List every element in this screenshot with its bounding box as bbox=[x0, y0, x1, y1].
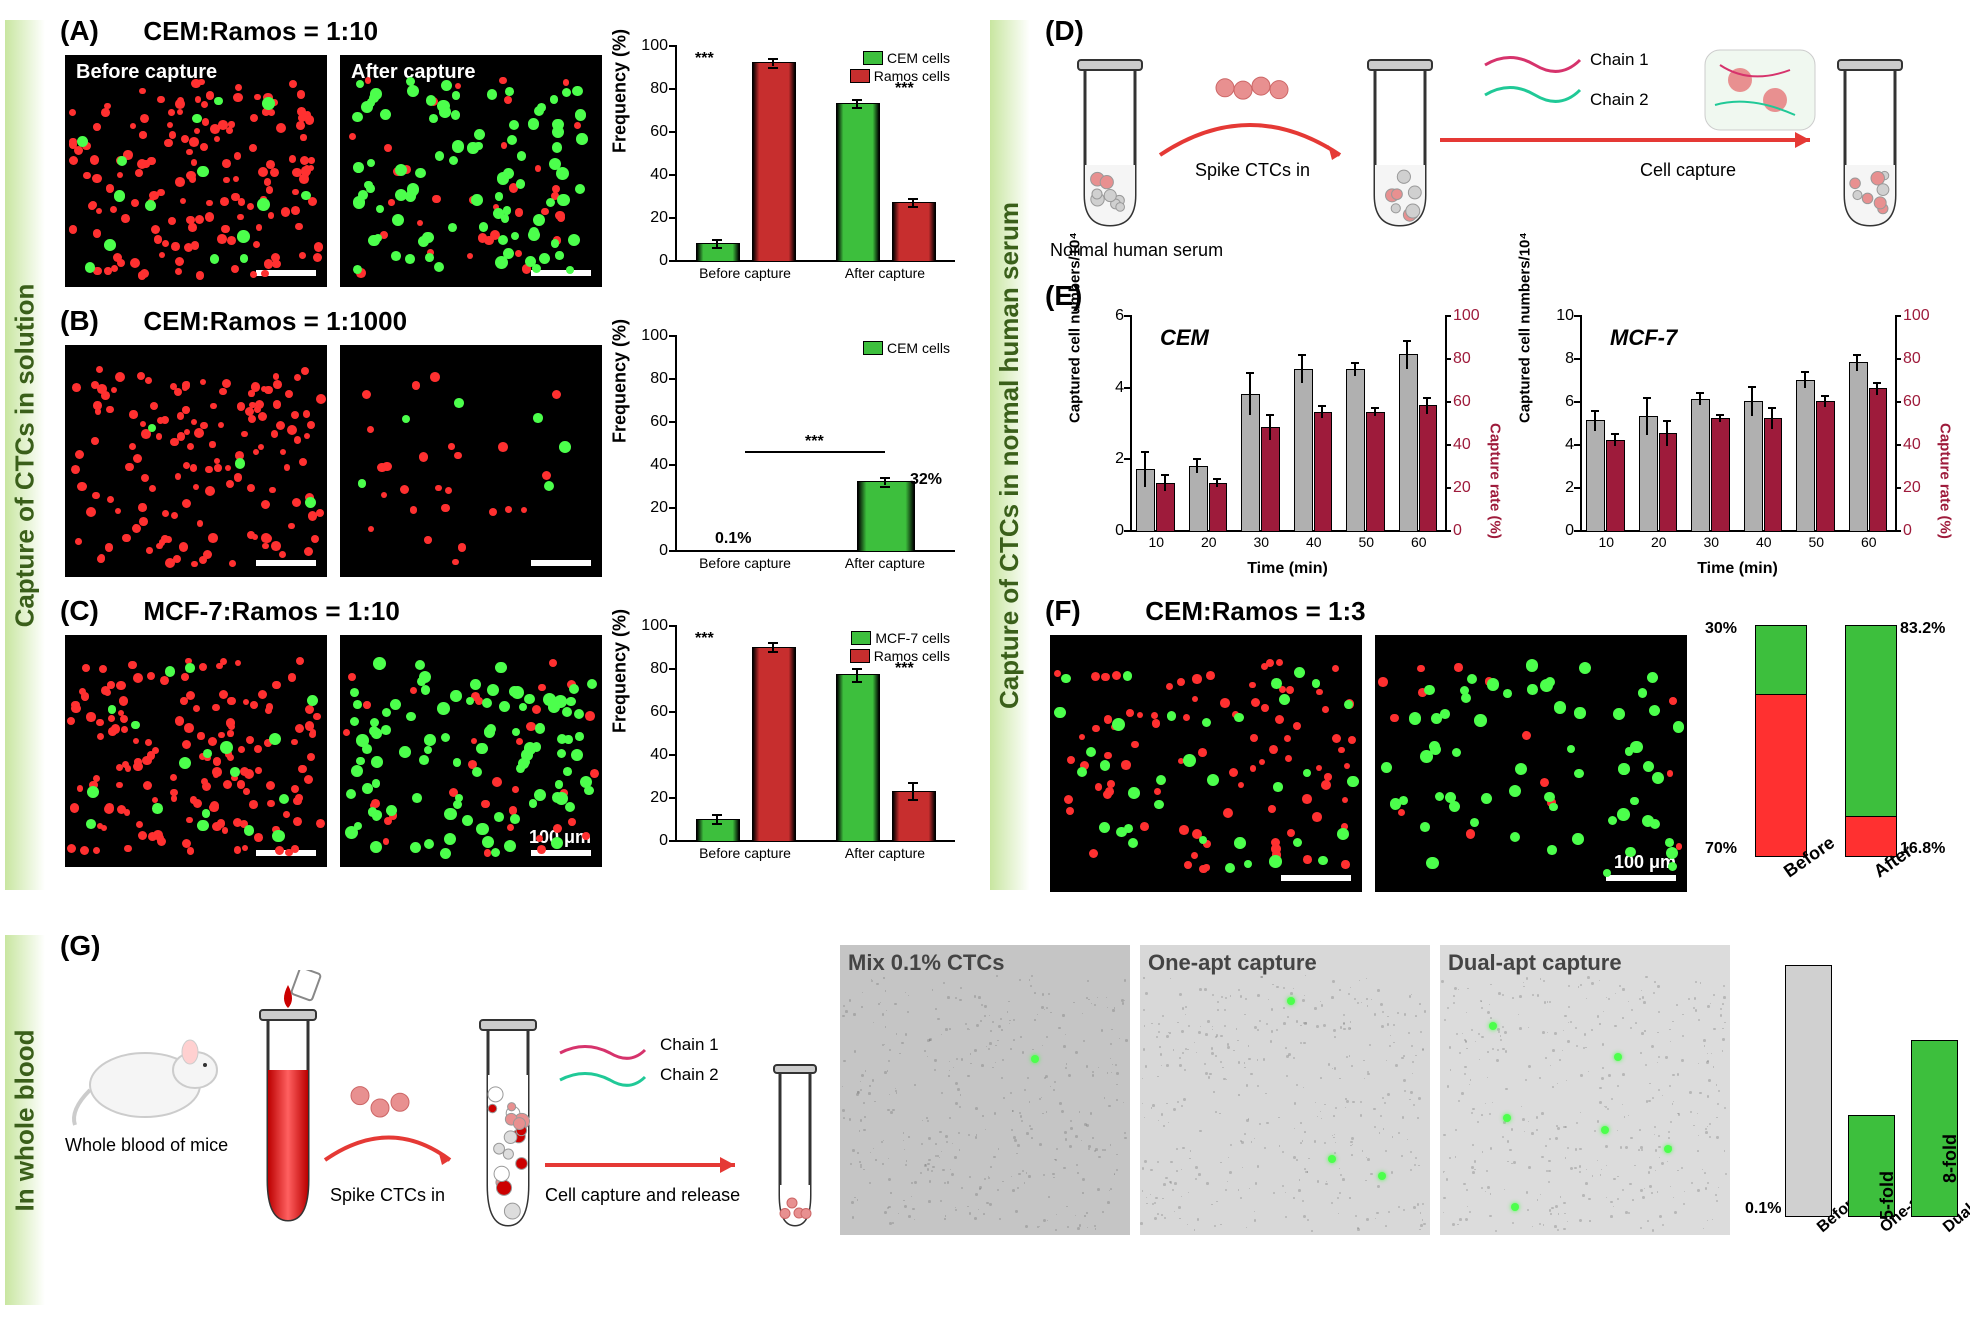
scale-bar bbox=[1606, 875, 1676, 881]
panel-a-title: CEM:Ramos = 1:10 bbox=[143, 16, 378, 46]
panel-b-title: CEM:Ramos = 1:1000 bbox=[143, 306, 407, 336]
panel-g-img-one: One-apt capture bbox=[1140, 945, 1430, 1235]
image-label: Mix 0.1% CTCs bbox=[848, 950, 1005, 976]
panel-e-chart-mcf7: 0246810020406080100Captured cell numbers… bbox=[1520, 300, 1950, 580]
panel-b-before-image bbox=[65, 345, 327, 577]
section-label-serum-text: Capture of CTCs in normal human serum bbox=[995, 201, 1026, 708]
panel-a-after-image: After capture bbox=[340, 55, 602, 287]
panel-g-chart: Before5-foldOne-apt8-foldDual-apt0.1% bbox=[1745, 945, 1960, 1265]
panel-d-schematic: Normal human serumSpike CTCs inCell capt… bbox=[1050, 35, 1950, 265]
panel-g-img-mix: Mix 0.1% CTCs bbox=[840, 945, 1130, 1235]
scale-bar bbox=[1281, 875, 1351, 881]
panel-f-chart: 30%70%83.2%16.8%BeforeAfter bbox=[1700, 610, 1960, 900]
section-label-serum: Capture of CTCs in normal human serum bbox=[990, 20, 1030, 890]
panel-b-label: (B) bbox=[60, 305, 99, 336]
section-label-solution-text: Capture of CTCs in solution bbox=[10, 283, 41, 627]
panel-c-after-image: 100 μm bbox=[340, 635, 602, 867]
section-label-blood-text: In whole blood bbox=[10, 1029, 41, 1211]
panel-f-title: CEM:Ramos = 1:3 bbox=[1145, 596, 1365, 626]
panel-b-chart: 020406080100Frequency (%)Before captureA… bbox=[620, 325, 960, 585]
panel-a-chart: 020406080100Frequency (%)Before captureA… bbox=[620, 35, 960, 295]
scale-bar bbox=[531, 560, 591, 566]
panel-g-img-dual: Dual-apt capture bbox=[1440, 945, 1730, 1235]
panel-a-before-image: Before capture bbox=[65, 55, 327, 287]
image-label: One-apt capture bbox=[1148, 950, 1317, 976]
panel-c-label: (C) bbox=[60, 595, 99, 626]
scale-bar bbox=[256, 560, 316, 566]
panel-g-schematic: Whole blood of mice Spike CTCs in Chain … bbox=[65, 960, 825, 1300]
panel-f-after-image: 100 μm bbox=[1375, 635, 1687, 892]
panel-e-chart-cem: 0246020406080100Captured cell numbers/10… bbox=[1070, 300, 1500, 580]
panel-c-title: MCF-7:Ramos = 1:10 bbox=[143, 596, 399, 626]
section-label-blood: In whole blood bbox=[5, 935, 45, 1305]
panel-a-label: (A) bbox=[60, 15, 99, 46]
panel-c-chart: 020406080100Frequency (%)Before captureA… bbox=[620, 615, 960, 875]
panel-b-after-image bbox=[340, 345, 602, 577]
panel-g-label: (G) bbox=[60, 930, 100, 961]
section-label-solution: Capture of CTCs in solution bbox=[5, 20, 45, 890]
panel-f-label: (F) bbox=[1045, 595, 1081, 626]
panel-f-before-image bbox=[1050, 635, 1362, 892]
image-label: Dual-apt capture bbox=[1448, 950, 1622, 976]
panel-c-before-image bbox=[65, 635, 327, 867]
